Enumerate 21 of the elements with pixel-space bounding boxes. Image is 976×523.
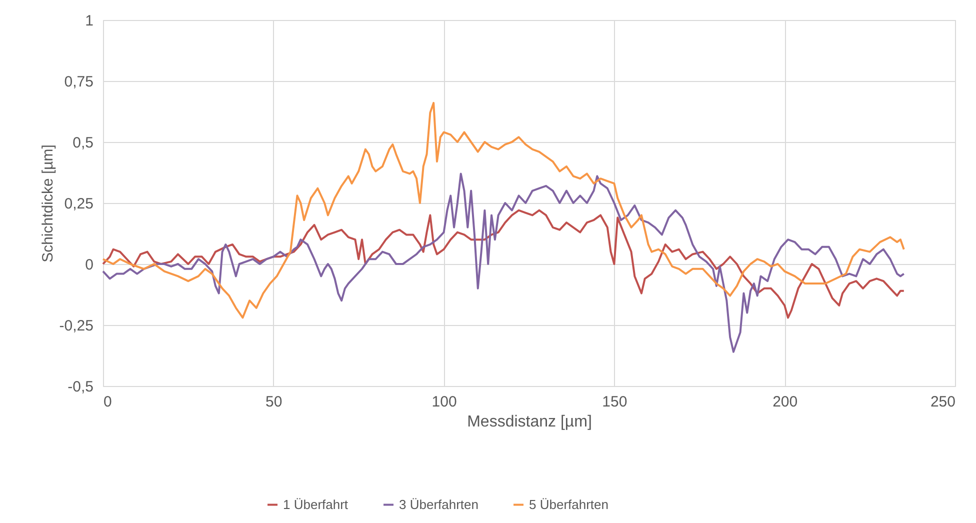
x-tick-label: 50 [266, 394, 282, 410]
x-tick-label: 200 [772, 394, 798, 410]
y-tick-label: 1 [85, 12, 94, 30]
y-axis-title: Schichtdicke [µm] [39, 144, 56, 262]
line-series [102, 172, 905, 353]
x-tick-label: 150 [602, 394, 628, 410]
line-series [102, 102, 905, 319]
x-axis-title: Messdistanz [µm] [467, 414, 592, 430]
y-tick-label: 0,5 [72, 134, 94, 152]
x-tick-label: 250 [930, 394, 956, 410]
y-tick-label: 0 [85, 256, 94, 274]
x-tick-label: 100 [432, 394, 457, 410]
line-series [102, 209, 905, 319]
legend-label: 1 Überfahrt [283, 496, 348, 512]
y-tick-label: -0,25 [59, 318, 94, 334]
y-tick-label: 0,75 [64, 74, 94, 90]
legend-label: 5 Überfahrten [529, 496, 608, 512]
y-tick-label: 0,25 [64, 196, 94, 212]
legend-label: 3 Überfahrten [399, 496, 478, 512]
y-tick-label: -0,5 [68, 378, 94, 396]
x-tick-label: 0 [104, 394, 112, 410]
